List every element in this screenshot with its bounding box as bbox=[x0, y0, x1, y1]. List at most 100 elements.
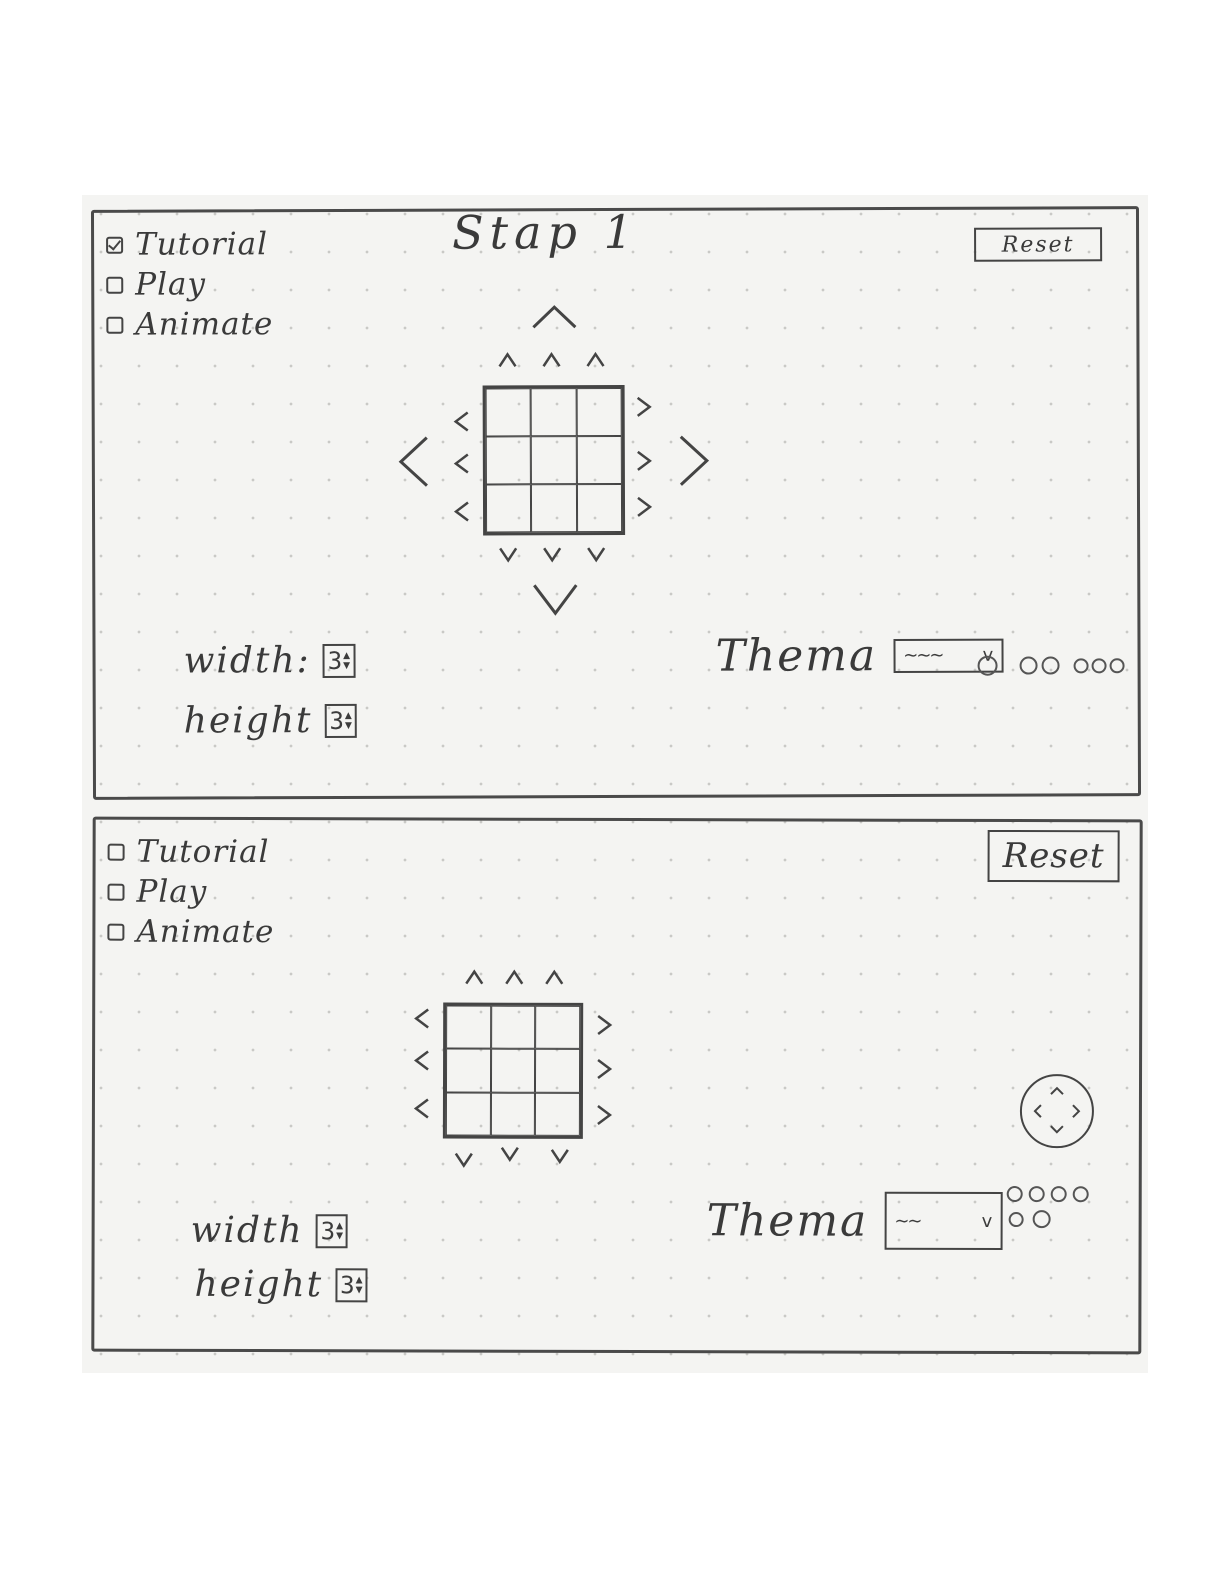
joystick-icon[interactable] bbox=[1019, 1074, 1095, 1149]
chevron-down-icon[interactable] bbox=[497, 545, 519, 563]
mode-tutorial[interactable]: Tutorial bbox=[107, 832, 275, 872]
grid-cell[interactable] bbox=[576, 387, 622, 437]
mode-label: Tutorial bbox=[135, 226, 269, 263]
grid-cell[interactable] bbox=[485, 484, 532, 533]
width-control: width: 3 ▲ ▼ bbox=[183, 640, 356, 682]
grid-cell[interactable] bbox=[490, 1048, 536, 1093]
width-value: 3 bbox=[327, 646, 343, 675]
mode-label: Animate bbox=[136, 913, 275, 951]
grid-cell[interactable] bbox=[490, 1005, 536, 1050]
width-control: width 3 ▲ ▼ bbox=[191, 1210, 349, 1251]
theme-control: Thema ~~~ v bbox=[715, 630, 1004, 682]
width-label: width bbox=[190, 1209, 304, 1252]
height-stepper[interactable]: 3 ▲ ▼ bbox=[324, 703, 357, 738]
puzzle-grid bbox=[482, 384, 626, 536]
checkbox-play[interactable] bbox=[106, 276, 124, 294]
mode-animate[interactable]: Animate bbox=[107, 912, 274, 952]
reset-button[interactable]: Reset bbox=[974, 227, 1103, 262]
checkbox-animate[interactable] bbox=[106, 316, 124, 334]
grid-cell[interactable] bbox=[531, 484, 577, 533]
height-value: 3 bbox=[329, 706, 344, 735]
chevron-right-icon[interactable] bbox=[595, 1013, 613, 1037]
chevron-down-icon[interactable] bbox=[541, 545, 563, 563]
color-swatch[interactable] bbox=[1032, 1210, 1051, 1229]
page-title: Stap 1 bbox=[451, 204, 639, 260]
color-swatch[interactable] bbox=[1091, 658, 1107, 674]
mode-play[interactable]: Play bbox=[106, 264, 273, 305]
checkbox-tutorial[interactable] bbox=[106, 236, 124, 254]
color-swatch[interactable] bbox=[1073, 658, 1089, 674]
chevron-up-icon[interactable] bbox=[540, 351, 562, 369]
grid-cell[interactable] bbox=[445, 1092, 491, 1136]
color-swatch[interactable] bbox=[1072, 1186, 1089, 1203]
chevron-left-icon[interactable] bbox=[453, 452, 471, 476]
chevron-down-icon[interactable] bbox=[453, 1151, 475, 1169]
color-swatch[interactable] bbox=[1019, 656, 1038, 675]
color-swatch[interactable] bbox=[977, 655, 998, 676]
chevron-left-icon[interactable] bbox=[413, 1096, 431, 1120]
chevron-left-icon[interactable] bbox=[397, 434, 431, 490]
color-swatch[interactable] bbox=[1041, 656, 1060, 675]
mode-tutorial[interactable]: Tutorial bbox=[106, 224, 273, 265]
color-swatch[interactable] bbox=[1028, 1186, 1045, 1203]
theme-control: Thema ~~ v bbox=[706, 1191, 1003, 1251]
grid-cell[interactable] bbox=[490, 1092, 536, 1136]
mode-play[interactable]: Play bbox=[107, 872, 274, 912]
color-swatch[interactable] bbox=[1006, 1186, 1023, 1203]
grid-cell[interactable] bbox=[445, 1048, 491, 1093]
chevron-left-icon[interactable] bbox=[453, 500, 471, 524]
checkbox-play[interactable] bbox=[107, 883, 125, 901]
chevron-up-icon[interactable] bbox=[584, 351, 606, 369]
chevron-up-icon[interactable] bbox=[463, 969, 485, 987]
theme-select-value: ~~ bbox=[894, 1210, 921, 1232]
chevron-left-icon[interactable] bbox=[413, 1048, 431, 1072]
chevron-down-icon[interactable] bbox=[585, 545, 607, 563]
grid-cell[interactable] bbox=[446, 1005, 491, 1049]
grid-cell[interactable] bbox=[535, 1049, 581, 1093]
theme-select[interactable]: ~~ v bbox=[884, 1191, 1003, 1251]
chevron-up-icon[interactable] bbox=[496, 351, 518, 369]
checkbox-animate[interactable] bbox=[107, 923, 125, 941]
chevron-up-icon[interactable] bbox=[543, 969, 565, 987]
height-control: height 3 ▲ ▼ bbox=[194, 1264, 368, 1305]
grid-cell[interactable] bbox=[485, 388, 532, 437]
grid-cell[interactable] bbox=[530, 388, 577, 437]
width-stepper[interactable]: 3 ▲ ▼ bbox=[315, 1213, 349, 1248]
grid-cell[interactable] bbox=[535, 1092, 580, 1136]
theme-select-value: ~~~ bbox=[903, 644, 943, 666]
screen-mockup-step-1: Tutorial Play Animate Stap 1 Reset bbox=[90, 204, 1142, 800]
color-swatch[interactable] bbox=[1109, 658, 1125, 674]
spinner-arrows-icon[interactable]: ▲ ▼ bbox=[343, 650, 351, 671]
height-stepper[interactable]: 3 ▲ ▼ bbox=[335, 1267, 368, 1302]
grid-cell[interactable] bbox=[576, 483, 623, 533]
width-stepper[interactable]: 3 ▲ ▼ bbox=[322, 643, 356, 678]
chevron-right-icon[interactable] bbox=[677, 433, 711, 489]
grid-cell[interactable] bbox=[535, 1005, 581, 1050]
chevron-right-icon[interactable] bbox=[635, 449, 653, 473]
chevron-up-icon[interactable] bbox=[529, 303, 579, 331]
mode-label: Play bbox=[136, 873, 208, 910]
chevron-down-icon[interactable] bbox=[549, 1147, 571, 1165]
spinner-arrows-icon[interactable]: ▲ ▼ bbox=[336, 1220, 344, 1241]
chevron-right-icon[interactable] bbox=[635, 395, 653, 419]
chevron-right-icon[interactable] bbox=[595, 1057, 613, 1081]
chevron-left-icon[interactable] bbox=[453, 410, 471, 434]
chevron-up-icon[interactable] bbox=[503, 969, 525, 987]
chevron-left-icon[interactable] bbox=[413, 1006, 431, 1030]
reset-button[interactable]: Reset bbox=[987, 829, 1120, 883]
spinner-arrows-icon[interactable]: ▲ ▼ bbox=[355, 1274, 363, 1295]
grid-cell[interactable] bbox=[531, 436, 577, 485]
spinner-arrows-icon[interactable]: ▲ ▼ bbox=[344, 710, 352, 731]
chevron-right-icon[interactable] bbox=[595, 1103, 613, 1127]
paper-background bbox=[82, 195, 1148, 1373]
grid-cell[interactable] bbox=[485, 436, 532, 485]
color-swatch[interactable] bbox=[1050, 1186, 1067, 1203]
chevron-down-icon[interactable] bbox=[499, 1145, 521, 1163]
grid-cell[interactable] bbox=[576, 435, 622, 485]
chevron-right-icon[interactable] bbox=[635, 495, 653, 519]
checkbox-tutorial[interactable] bbox=[107, 843, 125, 861]
chevron-down-icon[interactable] bbox=[530, 581, 580, 617]
theme-label: Thema bbox=[706, 1194, 869, 1247]
color-swatch[interactable] bbox=[1008, 1212, 1024, 1228]
mode-animate[interactable]: Animate bbox=[106, 304, 273, 345]
